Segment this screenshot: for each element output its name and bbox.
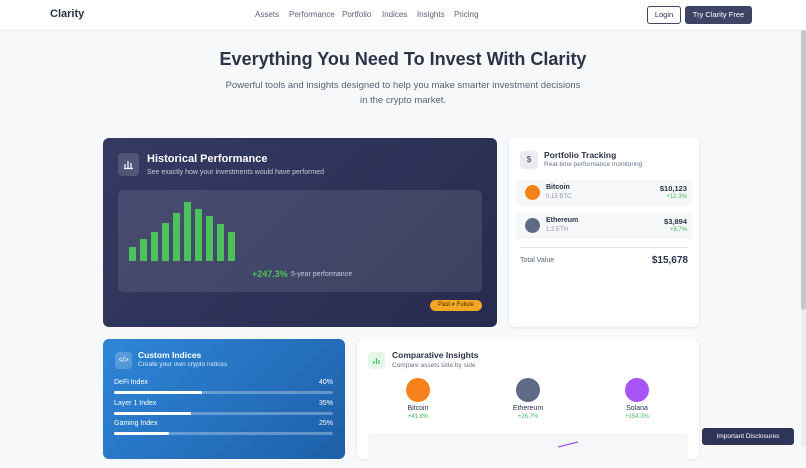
asset-name: Bitcoin bbox=[407, 405, 429, 412]
coin-icon bbox=[516, 378, 540, 402]
navbar: Clarity Assets Performance Portfolio Ind… bbox=[0, 0, 806, 31]
progress-track bbox=[114, 391, 333, 394]
asset-amount: 0.15 BTC bbox=[546, 194, 572, 200]
card-subtitle: Create your own crypto indices bbox=[138, 361, 228, 368]
portfolio-card: $ Portfolio Tracking Real-time performan… bbox=[509, 138, 699, 327]
total-value: $15,678 bbox=[651, 255, 688, 266]
asset-row: Bitcoin 0.15 BTC $10,123 +12.3% bbox=[516, 180, 692, 206]
chart-icon bbox=[373, 358, 380, 364]
card-title: Custom Indices bbox=[138, 350, 202, 360]
progress-fill bbox=[114, 391, 202, 394]
asset-change: +8.7% bbox=[669, 227, 687, 233]
index-name: DeFi Index bbox=[114, 379, 148, 386]
nav-link[interactable]: Portfolio bbox=[342, 10, 372, 19]
historical-card: Historical Performance See exactly how y… bbox=[103, 138, 497, 327]
asset-amount: 1.2 ETH bbox=[546, 227, 569, 233]
card-title: Historical Performance bbox=[147, 153, 268, 165]
progress-track bbox=[114, 411, 333, 415]
coin-icon bbox=[625, 378, 649, 402]
index-name: Layer 1 Index bbox=[114, 399, 157, 407]
chart-line bbox=[557, 441, 579, 448]
coin-icon bbox=[525, 185, 540, 200]
hero-title: Everything You Need To Invest With Clari… bbox=[219, 49, 587, 69]
disclaimer-badge: Past ≠ Future bbox=[430, 300, 482, 311]
icon: </> bbox=[115, 352, 132, 369]
divider bbox=[520, 247, 688, 248]
progress-fill bbox=[114, 432, 169, 435]
disclosures-button[interactable]: Important Disclosures bbox=[702, 428, 794, 445]
card-subtitle: Compare assets side by side bbox=[392, 362, 476, 369]
bar-illustration bbox=[129, 202, 235, 261]
asset-name: Ethereum bbox=[546, 217, 579, 224]
return-value: +247.3% bbox=[252, 269, 288, 279]
performance-panel: +247.3% 5-year performance bbox=[118, 190, 482, 292]
comparison-chart bbox=[368, 433, 688, 463]
asset-row: Ethereum 1.2 ETH $3,894 +8.7% bbox=[516, 213, 692, 239]
asset-value: $3,894 bbox=[664, 217, 687, 226]
scrollbar bbox=[801, 30, 806, 447]
index-share: 35% bbox=[318, 399, 333, 407]
card-title: Portfolio Tracking bbox=[544, 150, 617, 160]
icon bbox=[368, 352, 385, 369]
asset-change: +26.7% bbox=[517, 414, 539, 420]
return-label: 5-year performance bbox=[291, 271, 353, 278]
nav-link[interactable]: Indices bbox=[382, 10, 408, 19]
coin-icon bbox=[406, 378, 430, 402]
index-name: Gaming Index bbox=[114, 420, 158, 427]
progress-fill bbox=[114, 411, 191, 415]
insights-card: Comparative Insights Compare assets side… bbox=[357, 339, 699, 463]
card-subtitle: See exactly how your investments would h… bbox=[147, 169, 325, 176]
index-share: 25% bbox=[318, 420, 333, 427]
nav-link[interactable]: Insights bbox=[417, 10, 445, 19]
icon: $ bbox=[520, 151, 538, 169]
asset-name: Ethereum bbox=[512, 405, 544, 412]
total-label: Total Value bbox=[520, 257, 555, 264]
asset-change: +41.8% bbox=[407, 414, 429, 420]
login-button[interactable]: Login bbox=[647, 6, 681, 24]
nav-link[interactable]: Assets bbox=[255, 10, 280, 19]
hero-subtitle: in the crypto market. bbox=[359, 95, 447, 106]
asset-change: +12.3% bbox=[666, 194, 687, 200]
indices-card: </> Custom Indices Create your own crypt… bbox=[103, 339, 345, 459]
coin-icon bbox=[525, 218, 540, 233]
icon bbox=[118, 153, 139, 176]
nav-link[interactable]: Pricing bbox=[454, 10, 479, 19]
logo[interactable]: Clarity bbox=[50, 8, 85, 20]
chart-icon bbox=[124, 161, 133, 170]
asset-name: Solana bbox=[626, 405, 648, 412]
progress-track bbox=[114, 432, 333, 435]
nav-link[interactable]: Performance bbox=[289, 10, 335, 19]
cta-button[interactable]: Try Clarity Free bbox=[685, 6, 752, 24]
index-share: 40% bbox=[318, 379, 333, 386]
asset-name: Bitcoin bbox=[546, 184, 570, 191]
asset-change: +154.3% bbox=[625, 414, 649, 420]
hero-subtitle: Powerful tools and insights designed to … bbox=[225, 80, 581, 91]
card-subtitle: Real-time performance monitoring bbox=[544, 161, 643, 168]
asset-value: $10,123 bbox=[659, 184, 687, 193]
card-title: Comparative Insights bbox=[392, 350, 479, 360]
